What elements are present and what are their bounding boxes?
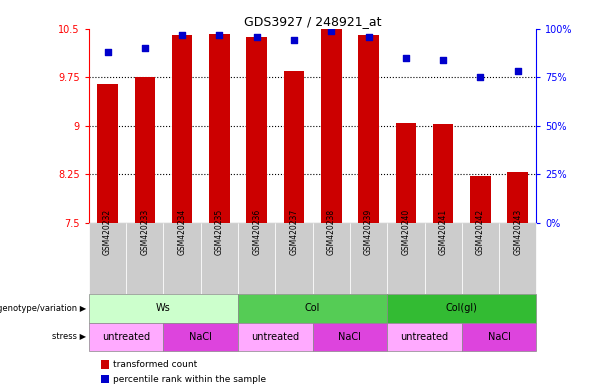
Text: GSM420235: GSM420235 [215,209,224,255]
Point [289,37,299,43]
Point [177,31,187,38]
Bar [508,172,528,223]
Text: percentile rank within the sample: percentile rank within the sample [113,374,267,384]
Text: NaCl: NaCl [488,332,511,342]
Text: GSM420236: GSM420236 [252,209,261,255]
Text: GSM420234: GSM420234 [178,209,186,255]
Text: untreated: untreated [102,332,150,342]
Text: untreated: untreated [251,332,299,342]
Text: untreated: untreated [400,332,449,342]
Point [252,33,262,40]
Bar [209,34,230,223]
Text: stress ▶: stress ▶ [51,333,86,341]
Point [438,57,448,63]
Bar [284,71,304,223]
Text: NaCl: NaCl [338,332,361,342]
Text: GSM420241: GSM420241 [439,209,447,255]
Text: GSM420243: GSM420243 [513,209,522,255]
Text: NaCl: NaCl [189,332,212,342]
Text: GSM420237: GSM420237 [289,209,299,255]
Point [364,33,373,40]
Point [102,49,112,55]
Point [476,74,485,80]
Text: GSM420240: GSM420240 [402,209,410,255]
Bar [470,176,490,223]
Text: transformed count: transformed count [113,360,197,369]
Text: Ws: Ws [156,303,171,313]
Bar [135,77,155,223]
Title: GDS3927 / 248921_at: GDS3927 / 248921_at [244,15,381,28]
Bar [395,122,416,223]
Text: genotype/variation ▶: genotype/variation ▶ [0,304,86,313]
Text: GSM420238: GSM420238 [327,209,336,255]
Text: GSM420233: GSM420233 [140,209,150,255]
Text: GSM420242: GSM420242 [476,209,485,255]
Bar [97,84,118,223]
Point [140,45,150,51]
Bar [433,124,454,223]
Point [401,55,411,61]
Bar [172,35,192,223]
Text: GSM420239: GSM420239 [364,209,373,255]
Text: Col(gl): Col(gl) [446,303,478,313]
Bar [359,35,379,223]
Text: Col: Col [305,303,321,313]
Point [215,31,224,38]
Bar [246,37,267,223]
Point [326,28,336,34]
Point [513,68,523,74]
Bar [321,29,341,223]
Text: GSM420232: GSM420232 [103,209,112,255]
